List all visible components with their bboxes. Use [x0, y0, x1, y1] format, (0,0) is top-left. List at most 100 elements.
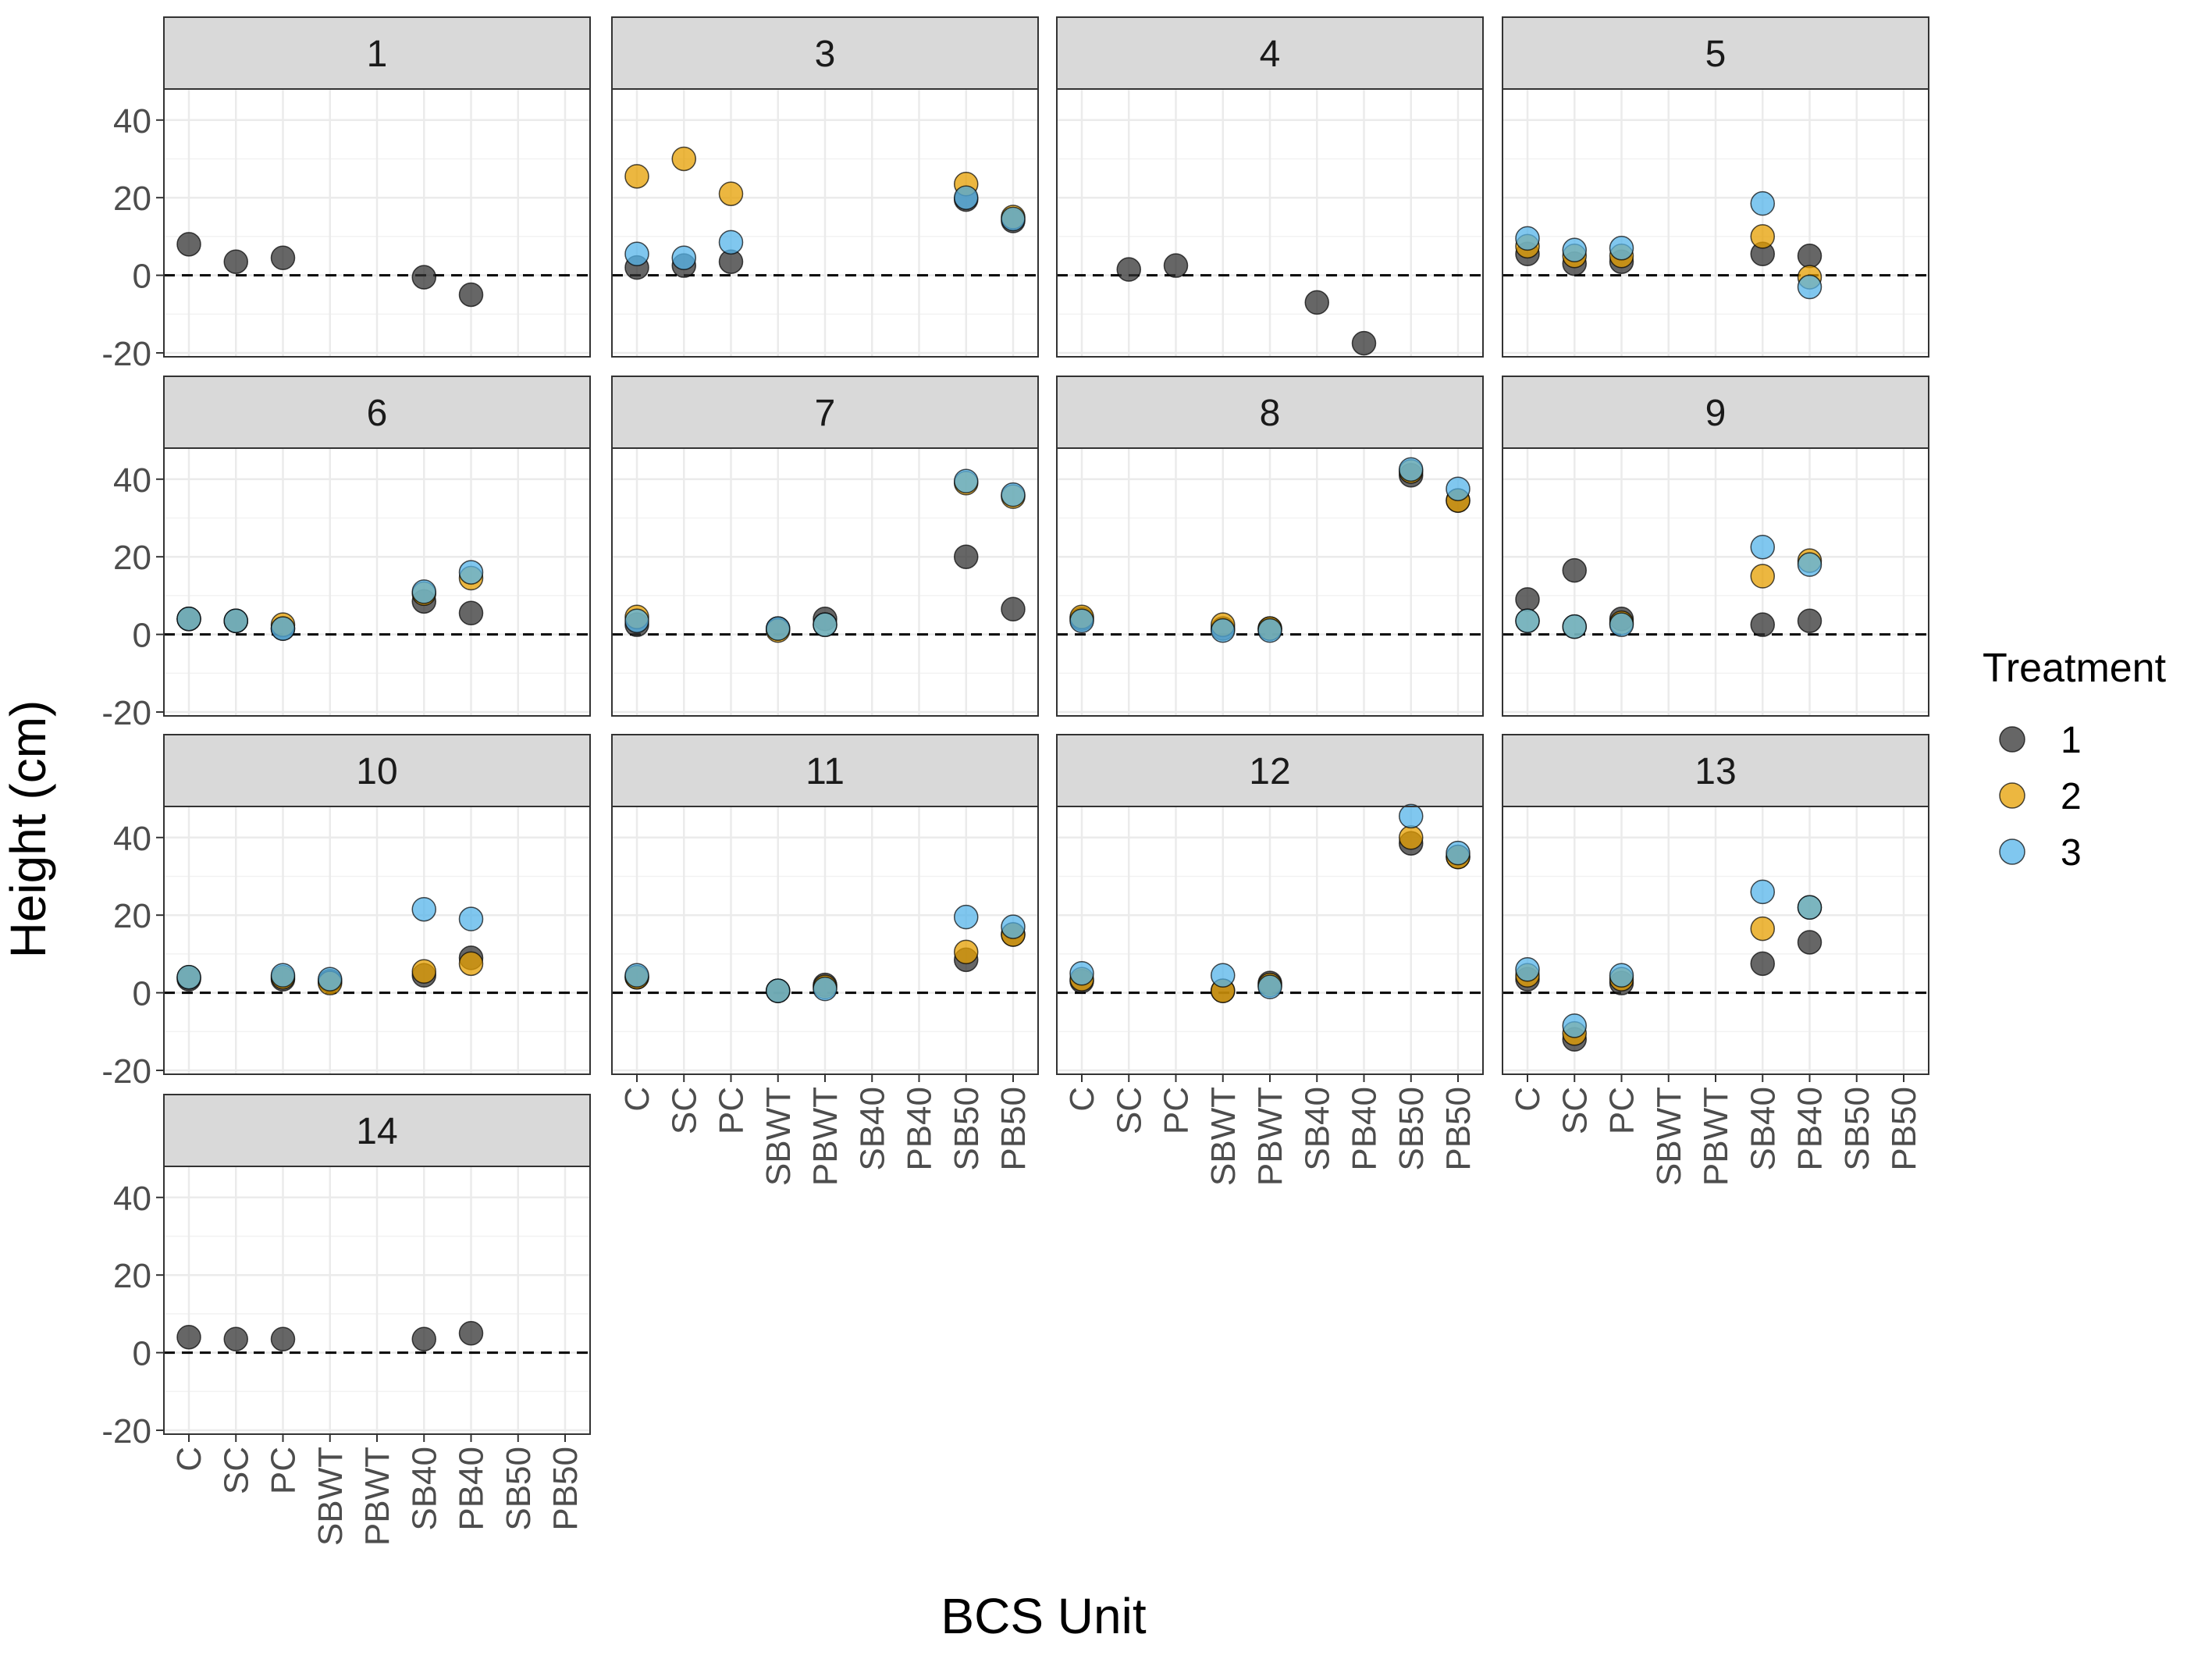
data-point — [1399, 825, 1424, 850]
facet-panel-1: 1 -20 0 20 40 — [101, 16, 591, 373]
data-point — [176, 232, 201, 257]
data-point — [1562, 1013, 1587, 1038]
data-point — [1001, 206, 1026, 232]
data-point — [766, 616, 791, 641]
facet-strip-label: 1 — [367, 34, 388, 75]
data-point — [223, 1326, 248, 1351]
panel-border — [163, 806, 591, 1075]
x-tick-label: SBWT — [311, 1447, 350, 1546]
data-point — [1446, 476, 1471, 501]
x-tick-label: SBWT — [1204, 1087, 1243, 1186]
x-tick-label: SB50 — [1392, 1087, 1431, 1171]
data-point — [1351, 330, 1377, 356]
x-tick-label: SB40 — [1744, 1087, 1782, 1171]
legend-label-2: 2 — [2061, 776, 2082, 817]
panel-border — [611, 447, 1039, 717]
data-point — [176, 1324, 201, 1350]
data-point — [624, 608, 649, 633]
facet-strip-label: 4 — [1260, 34, 1281, 75]
legend-key-3 — [1999, 838, 2025, 865]
panel-border — [1056, 447, 1484, 717]
facet-strip-label: 7 — [815, 393, 836, 434]
panel-border — [1056, 88, 1484, 358]
x-tick-label: PC — [265, 1447, 303, 1494]
facet-panel-3: 3 — [611, 16, 1039, 358]
x-tick-label: PB40 — [901, 1087, 939, 1171]
x-tick-label: PC — [1603, 1087, 1641, 1134]
facet-strip-label: 8 — [1260, 393, 1281, 434]
data-point — [1515, 587, 1540, 612]
data-point — [318, 967, 343, 991]
data-point — [458, 951, 484, 977]
data-point — [813, 612, 838, 637]
data-point — [1116, 257, 1141, 282]
data-point — [1609, 236, 1634, 261]
x-tick-label: PB50 — [994, 1087, 1033, 1171]
data-point — [1750, 224, 1775, 249]
y-axis-title: Height (cm) — [0, 700, 56, 959]
legend-label-1: 1 — [2061, 720, 2082, 761]
x-axis-title: BCS Unit — [941, 1588, 1146, 1644]
x-tick-label: C — [618, 1087, 656, 1112]
y-tick-label: 0 — [133, 1335, 151, 1373]
x-tick-label: PB50 — [1885, 1087, 1923, 1171]
x-tick-label: PB40 — [1346, 1087, 1384, 1171]
data-point — [1399, 803, 1424, 829]
data-point — [766, 978, 791, 1003]
data-point — [1797, 930, 1823, 955]
data-point — [1069, 961, 1094, 986]
legend-title: Treatment — [1983, 646, 2167, 691]
facet-strip — [611, 16, 1039, 90]
data-point — [458, 1321, 484, 1346]
data-point — [1515, 608, 1540, 633]
data-point — [954, 468, 979, 494]
data-point — [1446, 840, 1471, 866]
facet-panel-5: 5 — [1502, 16, 1929, 358]
y-tick-label: -20 — [101, 694, 151, 732]
data-point — [270, 1326, 296, 1351]
data-point — [176, 606, 201, 632]
facet-strip — [611, 734, 1039, 807]
data-point — [223, 249, 248, 274]
data-point — [1750, 951, 1775, 977]
x-tick-label: SB50 — [948, 1087, 986, 1171]
data-point — [1797, 244, 1823, 269]
facet-panel-6: 6 -20 0 20 40 — [101, 376, 591, 732]
data-point — [1562, 557, 1587, 583]
x-tick-label: SB40 — [853, 1087, 891, 1171]
data-point — [1001, 482, 1026, 507]
data-point — [1609, 963, 1634, 988]
data-point — [624, 241, 649, 267]
data-point — [1515, 226, 1540, 251]
panel-border — [163, 447, 591, 717]
facet-panel-8: 8 — [1056, 376, 1484, 717]
data-point — [1750, 564, 1775, 589]
y-tick-label: 20 — [113, 1257, 151, 1295]
data-point — [954, 904, 979, 930]
panel-border — [611, 88, 1039, 358]
facet-strip — [163, 734, 591, 807]
data-point — [411, 1326, 436, 1351]
y-tick-label: 40 — [113, 461, 151, 500]
data-point — [1750, 916, 1775, 942]
data-point — [411, 959, 436, 984]
x-tick-label: PBWT — [1251, 1087, 1289, 1186]
data-point — [624, 963, 649, 988]
data-point — [1562, 614, 1587, 639]
data-point — [1211, 618, 1236, 643]
facet-strip-label: 13 — [1695, 751, 1736, 792]
facet-strip — [611, 376, 1039, 449]
facet-panel-13: 13 C SC PC SBWT PBWT SB40 PB40 SB50 PB50 — [1502, 734, 1929, 1186]
x-tick-label: PB40 — [453, 1447, 491, 1531]
panel-border — [1502, 88, 1929, 358]
data-point — [270, 963, 296, 988]
data-point — [954, 544, 979, 569]
facet-panel-12: 12 C SC PC SBWT PBWT SB40 PB40 SB50 PB50 — [1056, 734, 1484, 1186]
x-tick-label: PBWT — [1697, 1087, 1735, 1186]
facet-strip — [1056, 734, 1484, 807]
panel-border — [163, 88, 591, 358]
data-point — [270, 616, 296, 641]
